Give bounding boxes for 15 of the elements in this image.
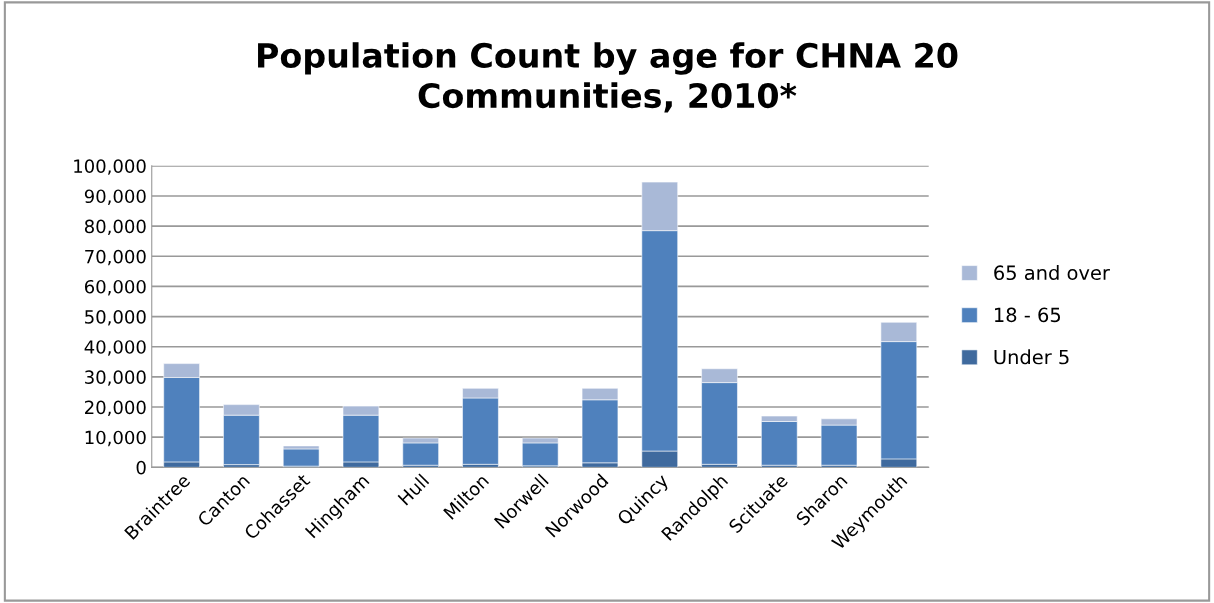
y-tick-label: 40,000 — [84, 340, 146, 356]
y-tick-label: 80,000 — [84, 219, 146, 236]
legend-label: 18 - 65 — [995, 307, 1061, 323]
y-tick-label: 20,000 — [85, 400, 146, 416]
y-tick-label: 10,000 — [85, 430, 146, 447]
y-tick-label: 50,000 — [85, 310, 146, 326]
y-tick-label: 30,000 — [85, 370, 146, 386]
y-tick-label: 70,000 — [85, 249, 146, 266]
y-tick-label: 0 — [136, 460, 146, 475]
y-tick-label: 100,000 — [74, 159, 146, 175]
legend-label: 65 and over — [994, 265, 1110, 281]
chart-title: Population Count by age for CHNA 20 Communities, 2010* — [258, 42, 958, 113]
y-tick-label: 90,000 — [84, 189, 146, 205]
legend-label: Under 5 — [994, 349, 1069, 365]
y-tick-label: 60,000 — [84, 279, 146, 296]
